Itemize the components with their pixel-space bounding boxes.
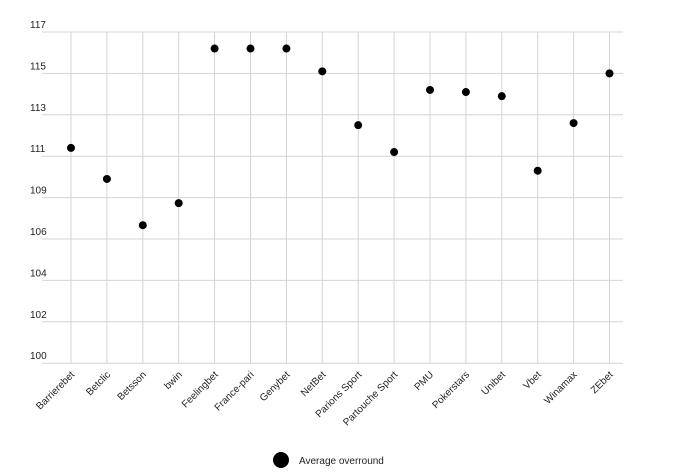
data-point xyxy=(569,119,578,128)
data-point xyxy=(461,88,470,97)
data-point xyxy=(138,221,147,230)
y-tick-label: 104 xyxy=(30,268,47,279)
data-points xyxy=(67,44,614,230)
x-tick-label: bwin xyxy=(162,370,184,392)
data-point xyxy=(354,121,363,130)
x-tick-label: NetBet xyxy=(299,369,329,399)
x-tick-label: Genybet xyxy=(258,369,293,404)
y-tick-label: 100 xyxy=(30,351,47,362)
data-point xyxy=(605,69,614,78)
x-tick-label: Betsson xyxy=(116,370,149,403)
x-tick-label: Barrierebet xyxy=(34,369,77,412)
grid xyxy=(42,31,623,364)
data-point xyxy=(210,44,219,53)
data-point xyxy=(497,92,506,101)
x-tick-label: Vbet xyxy=(521,369,543,391)
data-point xyxy=(174,199,183,208)
y-tick-label: 117 xyxy=(30,20,46,31)
data-point xyxy=(67,143,75,152)
x-tick-label: Betclic xyxy=(84,370,113,399)
data-point xyxy=(390,148,399,157)
data-point xyxy=(102,174,111,183)
legend: Average overround xyxy=(273,452,384,468)
x-tick-label: Winamax xyxy=(542,370,579,407)
y-tick-label: 111 xyxy=(30,144,46,155)
y-tick-label: 113 xyxy=(30,103,46,114)
y-tick-label: 102 xyxy=(30,310,47,321)
data-point xyxy=(282,44,291,53)
legend-label: Average overround xyxy=(299,456,384,467)
y-tick-label: 106 xyxy=(30,227,47,238)
y-tick-label: 115 xyxy=(30,61,46,72)
legend-marker xyxy=(273,452,289,468)
x-tick-label: Unibet xyxy=(480,369,508,397)
data-point xyxy=(533,166,542,175)
data-point xyxy=(318,67,327,76)
x-tick-label: Pokerstars xyxy=(430,370,472,412)
x-tick-label: PMU xyxy=(413,370,437,394)
data-point xyxy=(426,85,434,94)
data-point xyxy=(246,44,255,53)
y-axis-ticks: 100 102 104 106 109 111 113 115 117 xyxy=(30,20,47,362)
y-tick-label: 109 xyxy=(30,186,47,197)
x-axis-ticks: Barrierebet Betclic Betsson bwinFeelingbetF… xyxy=(34,369,615,428)
x-tick-label: ZEbet xyxy=(589,369,616,396)
